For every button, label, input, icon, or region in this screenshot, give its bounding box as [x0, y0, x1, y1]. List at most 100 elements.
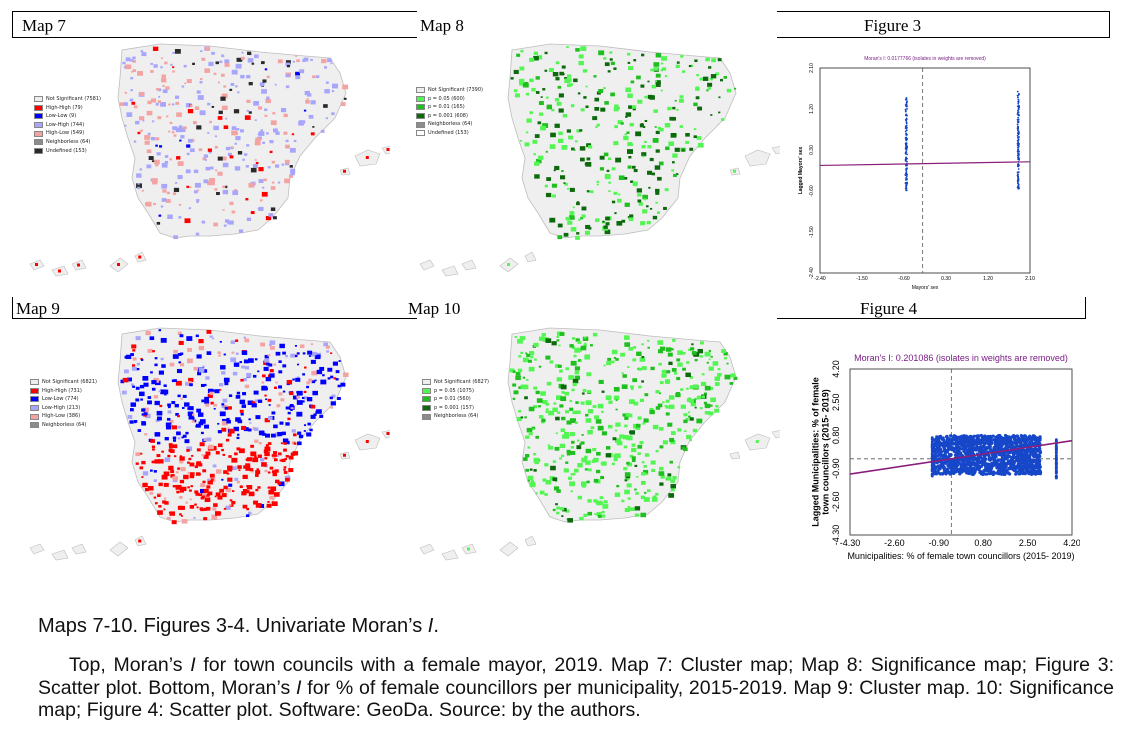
- scatter-point: [1017, 182, 1019, 185]
- municipality-patch: [242, 504, 248, 509]
- municipality-patch: [257, 399, 263, 403]
- municipality-patch: [638, 367, 642, 371]
- municipality-patch: [655, 73, 661, 78]
- municipality-patch: [614, 125, 619, 129]
- municipality-patch: [283, 466, 287, 469]
- island-outline: [71, 543, 87, 555]
- municipality-patch: [265, 132, 269, 135]
- municipality-patch: [683, 419, 688, 424]
- municipality-patch: [630, 507, 636, 511]
- municipality-patch: [573, 468, 579, 473]
- municipality-patch: [222, 453, 226, 456]
- municipality-patch: [629, 454, 633, 458]
- municipality-patch: [579, 157, 585, 162]
- municipality-patch: [155, 418, 160, 423]
- municipality-patch: [586, 157, 591, 161]
- municipality-patch: [296, 400, 303, 405]
- municipality-patch: [173, 187, 180, 193]
- municipality-patch: [206, 437, 212, 442]
- municipality-patch: [710, 355, 713, 358]
- municipality-patch: [630, 387, 634, 390]
- municipality-patch: [657, 340, 664, 345]
- scatter-point: [1028, 457, 1032, 461]
- municipality-patch: [535, 76, 540, 80]
- municipality-patch: [555, 395, 562, 400]
- municipality-patch: [203, 154, 208, 158]
- municipality-patch: [304, 366, 307, 369]
- legend-item: p = 0.001 (608): [416, 112, 483, 121]
- scatter-point: [1054, 439, 1058, 443]
- municipality-patch: [190, 148, 195, 153]
- municipality-patch: [525, 454, 530, 458]
- municipality-patch: [611, 167, 616, 171]
- municipality-patch: [215, 169, 218, 172]
- scatter-point: [983, 464, 988, 468]
- municipality-patch: [261, 462, 267, 467]
- municipality-patch: [285, 139, 289, 143]
- municipality-patch: [155, 103, 159, 106]
- scatter-point: [1026, 448, 1030, 453]
- municipality-patch: [525, 352, 528, 355]
- municipality-patch: [333, 377, 337, 380]
- map8-title: Map 8: [420, 16, 464, 35]
- municipality-patch: [172, 436, 177, 440]
- municipality-patch: [677, 362, 683, 367]
- municipality-patch: [627, 216, 631, 219]
- municipality-patch: [275, 164, 280, 168]
- municipality-patch: [652, 215, 658, 220]
- scatter-point: [937, 441, 942, 445]
- municipality-patch: [585, 105, 589, 109]
- municipality-patch: [205, 506, 211, 511]
- municipality-patch: [149, 336, 155, 341]
- municipality-patch: [624, 177, 628, 180]
- x-tick-label: -0.90: [929, 538, 950, 548]
- municipality-patch: [652, 424, 659, 430]
- municipality-patch: [242, 392, 247, 396]
- scatter-point: [946, 470, 950, 474]
- legend-swatch: [30, 387, 39, 394]
- municipality-patch: [144, 487, 149, 492]
- municipality-patch: [140, 452, 143, 455]
- municipality-patch: [624, 342, 631, 347]
- municipality-patch: [168, 406, 171, 409]
- municipality-patch: [277, 481, 281, 485]
- scatter-point: [1034, 441, 1038, 445]
- municipality-patch: [606, 361, 612, 366]
- municipality-patch: [160, 102, 166, 107]
- municipality-patch: [703, 401, 708, 405]
- municipality-patch: [327, 58, 332, 63]
- municipality-patch: [208, 151, 212, 154]
- municipality-patch: [190, 504, 194, 508]
- municipality-patch: [265, 398, 268, 401]
- municipality-patch: [156, 410, 163, 416]
- scatter-point: [962, 468, 966, 472]
- scatter-point: [984, 472, 988, 476]
- municipality-patch: [178, 125, 183, 129]
- municipality-patch: [290, 408, 293, 411]
- municipality-patch: [673, 372, 678, 375]
- caption-body-part1: Top, Moran’s: [68, 654, 191, 676]
- scatter-point: [991, 472, 995, 477]
- scatter-point: [933, 442, 937, 446]
- municipality-patch: [230, 146, 234, 149]
- scatter-point: [948, 466, 953, 470]
- municipality-patch: [616, 198, 622, 203]
- municipality-patch: [567, 518, 573, 523]
- y-axis-label-line: town councillors (2015- 2019): [821, 389, 831, 515]
- municipality-patch: [285, 74, 290, 78]
- municipality-patch: [710, 74, 717, 79]
- municipality-patch: [269, 150, 273, 154]
- scatter-point: [960, 439, 965, 444]
- municipality-patch: [551, 108, 555, 112]
- municipality-patch: [219, 60, 223, 64]
- municipality-patch: [613, 141, 619, 146]
- municipality-patch: [291, 133, 295, 136]
- municipality-patch: [621, 372, 624, 374]
- scatter-point: [982, 456, 986, 460]
- scatter-point: [949, 434, 953, 438]
- municipality-patch: [283, 113, 288, 118]
- scatter-point: [1016, 90, 1019, 93]
- municipality-patch: [622, 413, 627, 417]
- scatter-point: [952, 461, 956, 465]
- municipality-patch: [271, 411, 276, 415]
